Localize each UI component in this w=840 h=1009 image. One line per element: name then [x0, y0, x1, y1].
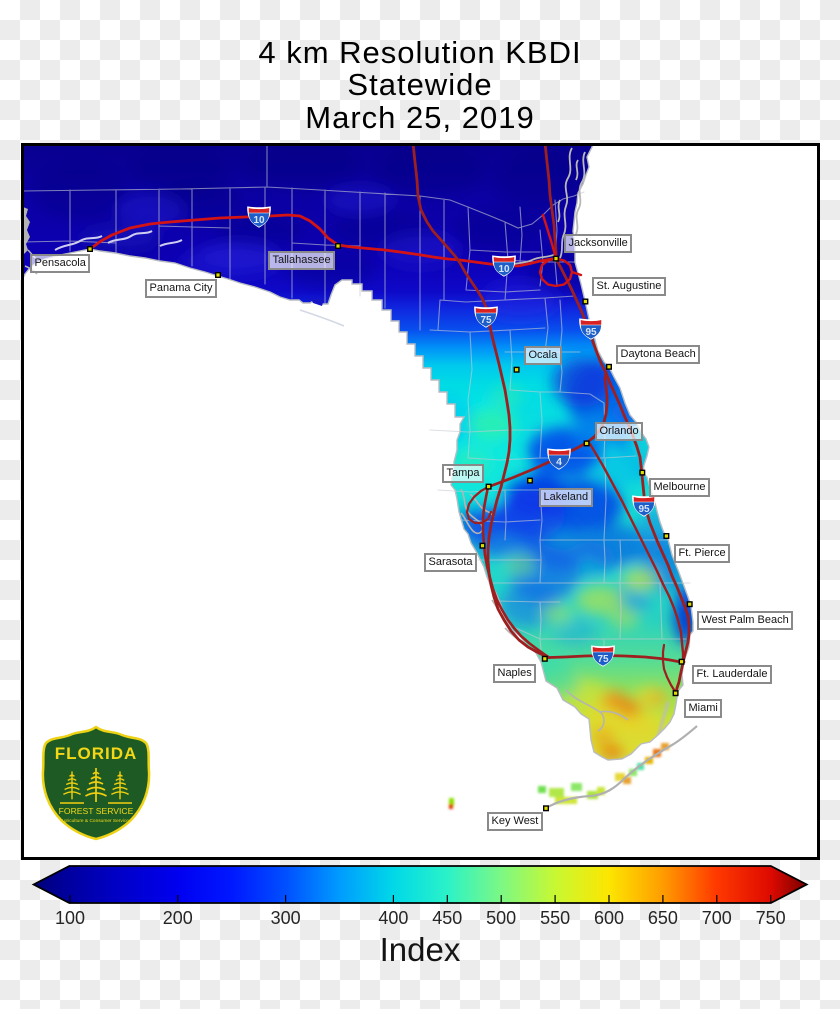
- svg-text:FOREST SERVICE: FOREST SERVICE: [59, 806, 134, 816]
- svg-text:95: 95: [585, 327, 597, 338]
- svg-text:4: 4: [556, 456, 562, 468]
- svg-text:10: 10: [253, 215, 265, 226]
- svg-text:75: 75: [480, 315, 492, 326]
- svg-text:95: 95: [638, 504, 650, 515]
- svg-text:Agriculture & Consumer Service: Agriculture & Consumer Services: [61, 818, 132, 824]
- svg-text:FLORIDA: FLORIDA: [55, 744, 138, 763]
- svg-text:10: 10: [498, 264, 510, 275]
- svg-text:75: 75: [597, 654, 609, 665]
